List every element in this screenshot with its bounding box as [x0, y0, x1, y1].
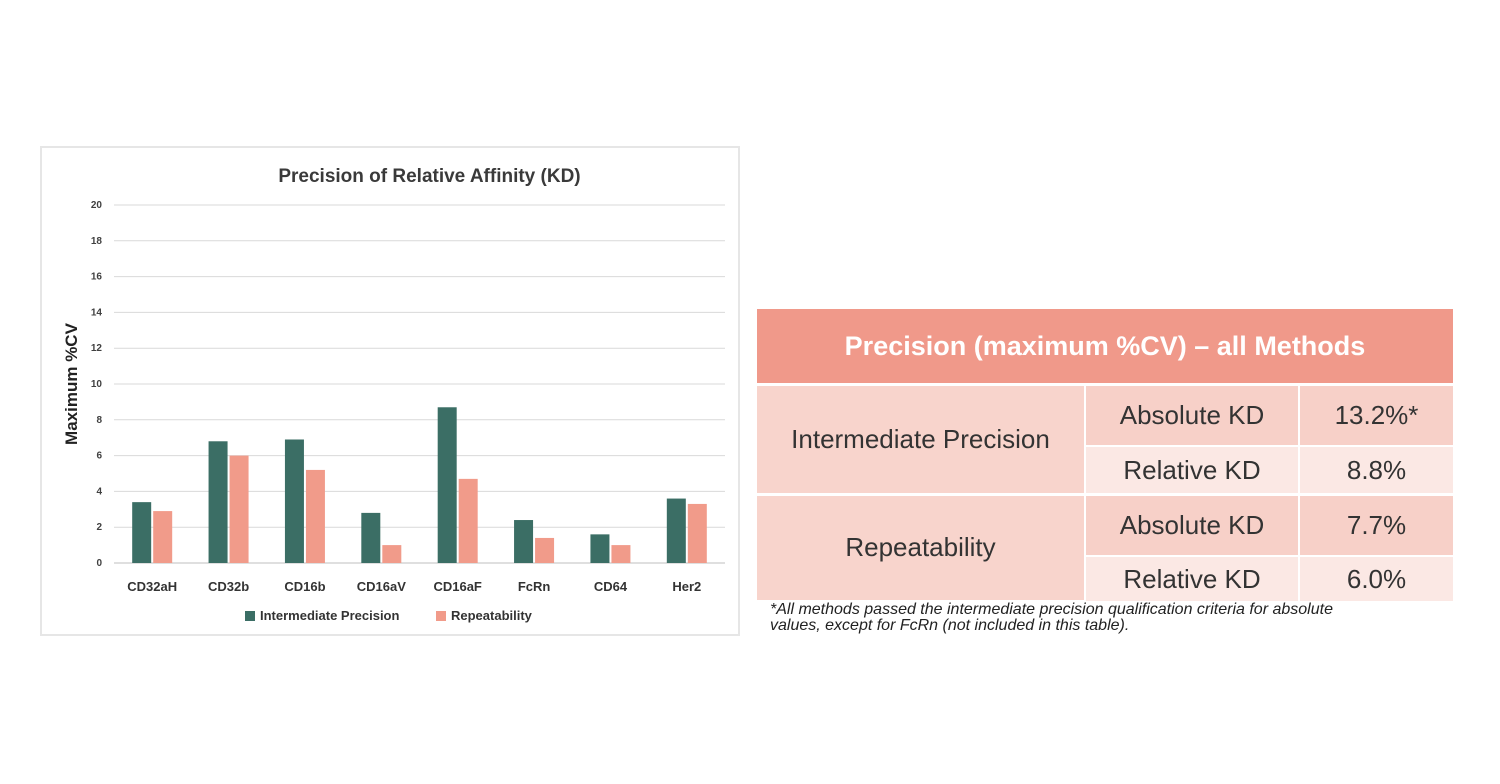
method-cell: Relative KD [1085, 556, 1300, 601]
chart-panel: Precision of Relative Affinity (KD) 0 2 4 6 8… [40, 146, 740, 636]
legend-swatch [436, 611, 446, 621]
method-cell: Absolute KD [1085, 494, 1300, 557]
bar [535, 537, 555, 563]
y-tick-label: 6 [96, 451, 102, 462]
table-header: Precision (maximum %CV) – all Methods [757, 309, 1453, 386]
legend-repeatability: Repeatability [451, 608, 533, 623]
x-tick-label: FcRn [518, 579, 551, 594]
bar [687, 503, 707, 563]
x-tick-label: CD16aV [357, 579, 406, 594]
x-tick-label: CD32aH [127, 579, 177, 594]
bar [132, 502, 152, 563]
value-cell: 8.8% [1299, 446, 1453, 496]
y-tick-label: 14 [91, 307, 103, 318]
footnote-line-1: *All methods passed the intermediate pre… [770, 601, 1333, 618]
bar [437, 407, 457, 563]
bar [284, 439, 304, 563]
footnote: *All methods passed the intermediate pre… [770, 602, 1450, 634]
bar-chart: Precision of Relative Affinity (KD) 0 2 4 6 8… [62, 166, 725, 623]
bar [514, 520, 534, 563]
bar [229, 455, 249, 563]
group-repeatability: Repeatability [757, 494, 1086, 603]
method-cell: Relative KD [1085, 446, 1300, 496]
y-tick-label: 8 [96, 415, 102, 426]
x-tick-label: CD16aF [433, 579, 481, 594]
chart-title: Precision of Relative Affinity (KD) [278, 166, 580, 187]
bar [458, 478, 478, 563]
value-cell: 13.2%* [1299, 384, 1453, 447]
bar [208, 441, 228, 563]
bar [153, 511, 173, 563]
value-cell: 7.7% [1299, 494, 1453, 557]
y-tick-label: 0 [96, 558, 102, 569]
y-tick-label: 4 [96, 486, 102, 497]
x-tick-label: CD16b [284, 579, 325, 594]
footnote-line-2: values, except for FcRn (not included in… [770, 617, 1130, 634]
y-tick-label: 18 [91, 236, 103, 247]
bar [611, 545, 631, 563]
bar [305, 469, 325, 563]
bar [361, 512, 381, 563]
y-tick-label: 10 [91, 379, 103, 390]
bar [590, 534, 610, 563]
group-intermediate-precision: Intermediate Precision [757, 384, 1086, 496]
precision-table: Precision (maximum %CV) – all Methods In… [757, 309, 1453, 603]
y-tick-label: 12 [91, 343, 103, 354]
legend-intermediate-precision: Intermediate Precision [260, 608, 399, 623]
x-tick-label: Her2 [672, 579, 701, 594]
y-axis-label: Maximum %CV [62, 322, 81, 445]
x-tick-label: CD64 [594, 579, 628, 594]
legend-swatch [245, 611, 255, 621]
y-tick-label: 20 [91, 200, 103, 211]
y-tick-label: 16 [91, 272, 103, 283]
y-tick-label: 2 [96, 522, 102, 533]
bar [382, 545, 402, 563]
x-tick-label: CD32b [208, 579, 249, 594]
value-cell: 6.0% [1299, 556, 1453, 601]
method-cell: Absolute KD [1085, 384, 1300, 447]
bar [666, 498, 686, 563]
